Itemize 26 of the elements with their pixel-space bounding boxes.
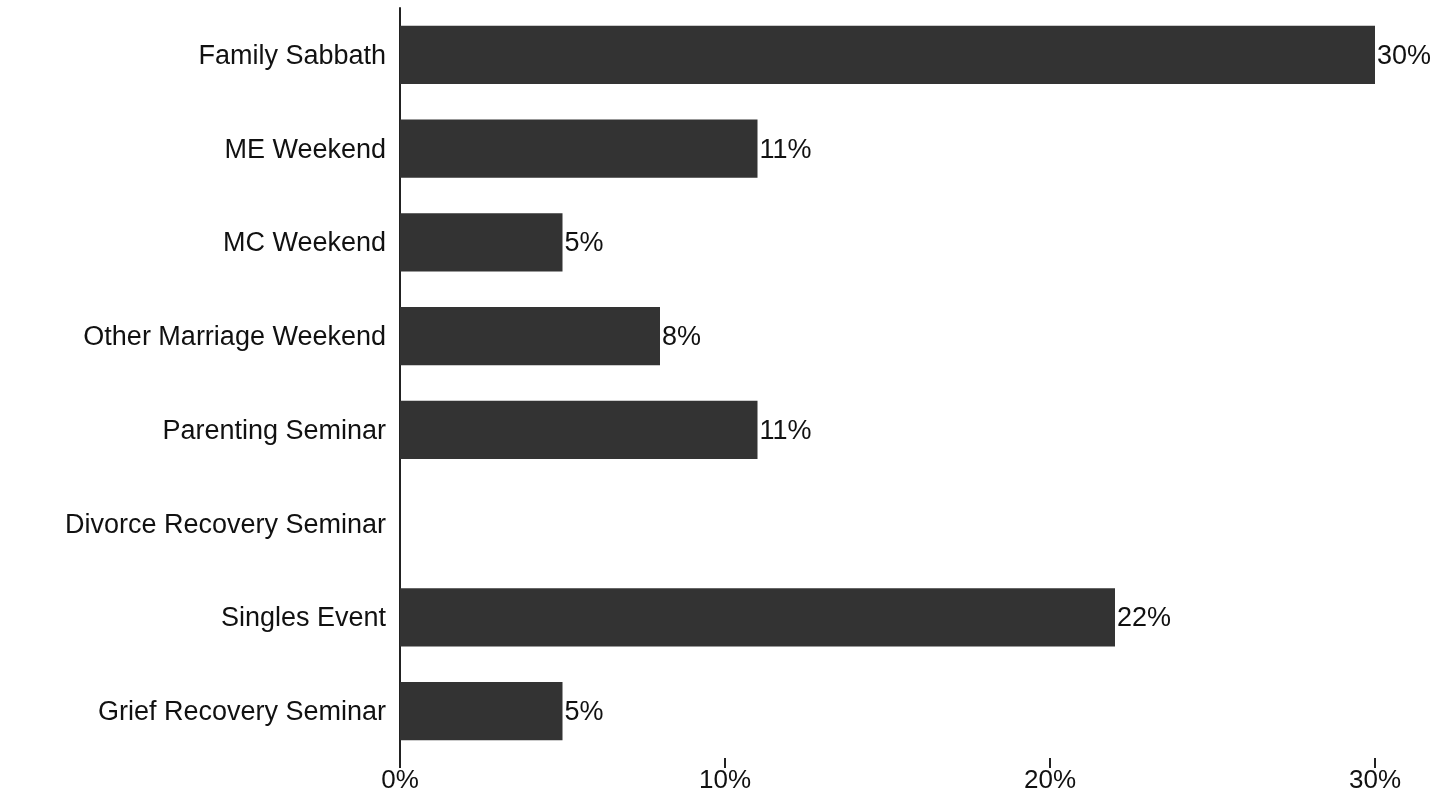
bar: [400, 400, 758, 459]
x-tick-label: 20%: [1023, 764, 1077, 794]
y-tick-label: Other Marriage Weekend: [83, 321, 386, 352]
bar: [400, 25, 1375, 84]
bar: [400, 682, 563, 741]
x-tick-label: 30%: [1348, 764, 1402, 794]
bar: [400, 307, 660, 366]
y-tick-label: Singles Event: [220, 602, 387, 633]
y-tick-label: Divorce Recovery Seminar: [64, 508, 386, 539]
y-tick-label: Family Sabbath: [198, 39, 386, 70]
data-label: 8%: [662, 321, 702, 352]
bar: [400, 119, 758, 178]
data-label: 5%: [564, 696, 604, 727]
y-tick-label: Parenting Seminar: [162, 414, 386, 445]
data-label: 11%: [759, 133, 812, 164]
x-tick-label: 0%: [381, 764, 419, 794]
x-tick-label: 10%: [698, 764, 752, 794]
bar: [400, 588, 1115, 647]
y-tick-label: Grief Recovery Seminar: [97, 696, 386, 727]
data-label: 5%: [564, 227, 604, 258]
data-label: 22%: [1117, 602, 1172, 633]
y-tick-label: ME Weekend: [224, 133, 386, 164]
data-label: 11%: [759, 414, 812, 445]
y-tick-label: MC Weekend: [222, 227, 386, 258]
data-label: 30%: [1377, 39, 1432, 70]
bar: [400, 213, 563, 272]
